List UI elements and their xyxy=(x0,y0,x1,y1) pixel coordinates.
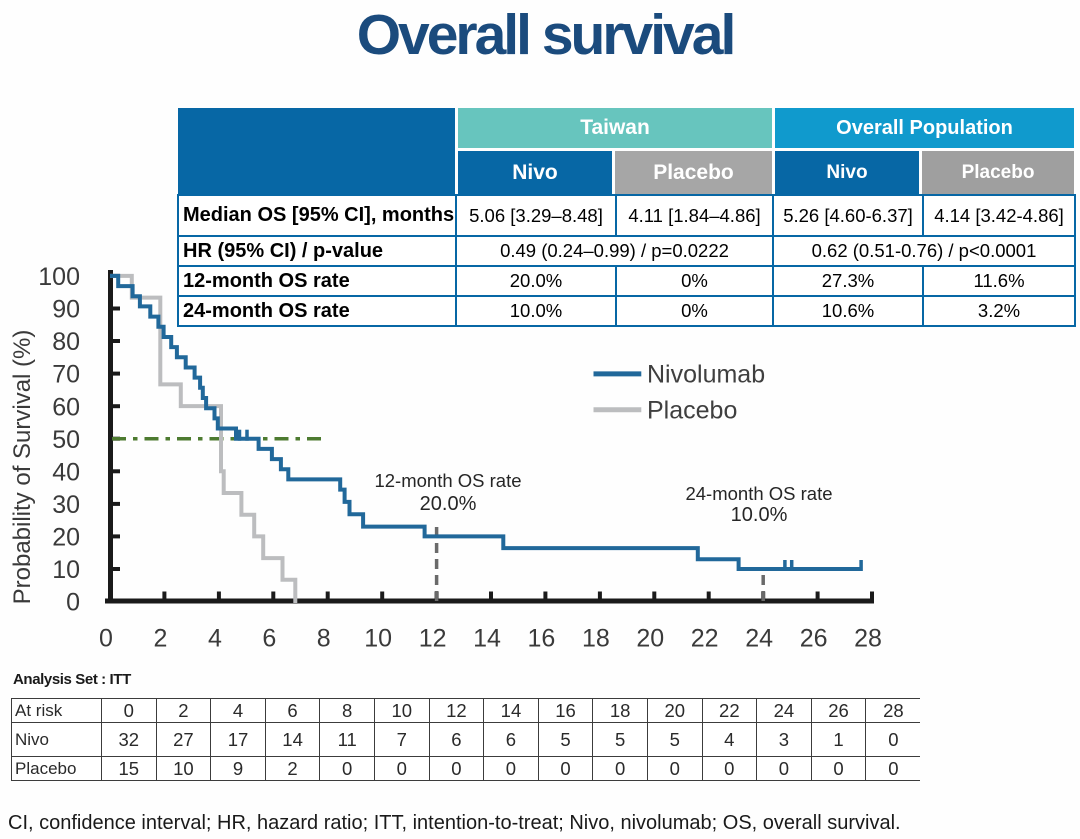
svg-text:4: 4 xyxy=(208,624,222,652)
svg-text:12-month OS rate: 12-month OS rate xyxy=(374,470,521,491)
svg-text:20: 20 xyxy=(636,624,664,652)
svg-text:24: 24 xyxy=(745,624,773,652)
svg-text:10: 10 xyxy=(364,624,392,652)
svg-text:14: 14 xyxy=(473,624,501,652)
svg-text:20.0%: 20.0% xyxy=(420,493,477,515)
svg-text:22: 22 xyxy=(691,624,719,652)
svg-text:80: 80 xyxy=(52,328,80,356)
svg-text:Placebo: Placebo xyxy=(647,397,737,425)
svg-text:100: 100 xyxy=(38,263,80,291)
svg-text:30: 30 xyxy=(52,491,80,519)
svg-text:Nivolumab: Nivolumab xyxy=(647,361,765,389)
svg-text:90: 90 xyxy=(52,296,80,324)
svg-text:18: 18 xyxy=(582,624,610,652)
svg-text:8: 8 xyxy=(317,624,331,652)
svg-text:60: 60 xyxy=(52,393,80,421)
svg-text:12: 12 xyxy=(419,624,447,652)
svg-text:16: 16 xyxy=(527,624,555,652)
svg-text:6: 6 xyxy=(262,624,276,652)
svg-text:Probability of Survival (%): Probability of Survival (%) xyxy=(9,330,36,605)
svg-text:28: 28 xyxy=(854,624,882,652)
svg-text:40: 40 xyxy=(52,458,80,486)
svg-text:20: 20 xyxy=(52,524,80,552)
svg-text:2: 2 xyxy=(153,624,167,652)
svg-text:0: 0 xyxy=(66,589,80,617)
svg-text:26: 26 xyxy=(800,624,828,652)
svg-text:10.0%: 10.0% xyxy=(731,504,788,526)
svg-text:24-month OS rate: 24-month OS rate xyxy=(685,483,832,504)
svg-text:50: 50 xyxy=(52,426,80,454)
svg-text:0: 0 xyxy=(99,624,113,652)
svg-text:70: 70 xyxy=(52,361,80,389)
svg-text:10: 10 xyxy=(52,556,80,584)
